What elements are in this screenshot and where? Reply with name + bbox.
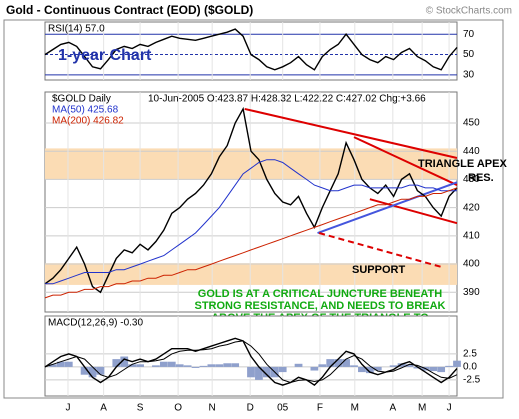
histogram-bar (136, 364, 144, 367)
histogram-bar (445, 365, 453, 367)
series-line (44, 187, 458, 299)
trendline (317, 181, 458, 234)
x-tick-label: 05 (277, 403, 289, 414)
histogram-bar (223, 363, 232, 367)
y-tick-label: 30 (463, 70, 475, 81)
panel (44, 21, 458, 81)
y-tick-label: -2.5 (463, 375, 481, 386)
histogram-bar (326, 359, 335, 367)
chart-title: Gold - Continuous Contract (EOD) ($GOLD) (6, 3, 253, 17)
histogram-bar (262, 366, 271, 378)
annotation: SUPPORT (352, 264, 405, 276)
annotation: RES. (468, 172, 494, 184)
annotation: 1-year Chart (58, 47, 152, 64)
series-line (44, 106, 458, 294)
trendline (369, 198, 458, 225)
y-tick-label: 430 (463, 174, 480, 185)
legend-label: MA(50) 425.68 (52, 105, 119, 116)
histogram-bar (199, 365, 208, 367)
histogram-bar (453, 360, 461, 367)
x-tick-label: F (317, 403, 323, 414)
y-tick-label: 50 (463, 49, 475, 60)
histogram-bar (207, 364, 216, 367)
histogram-bar (350, 365, 358, 367)
y-tick-label: 410 (463, 230, 480, 241)
x-tick-label: A (100, 403, 107, 414)
histogram-bar (389, 365, 398, 367)
histogram-bar (159, 361, 168, 367)
trendline (318, 232, 442, 268)
band (45, 148, 457, 180)
histogram-bar (49, 364, 57, 367)
y-tick-label: 2.5 (463, 349, 477, 360)
series-line (44, 337, 458, 386)
legend-label: MACD(12,26,9) -0.30 (48, 318, 143, 329)
y-tick-label: 70 (463, 29, 475, 40)
y-tick-label: 390 (463, 287, 480, 298)
subtitle: 10-Jun-2005 O:423.87 H:428.32 L:422.22 C… (148, 94, 426, 105)
histogram-bar (310, 366, 319, 371)
histogram-bar (96, 366, 105, 375)
band (45, 263, 457, 285)
y-tick-label: 400 (463, 259, 480, 270)
histogram-bar (365, 366, 374, 374)
histogram-bar (318, 364, 327, 367)
x-tick-label: D (247, 403, 254, 414)
y-tick-label: 440 (463, 146, 480, 157)
histogram-bar (342, 359, 350, 367)
x-tick-label: N (209, 403, 216, 414)
series-line (45, 159, 457, 285)
histogram-bar (215, 364, 224, 367)
histogram-bar (405, 364, 414, 367)
histogram-bar (247, 366, 255, 378)
series-line (44, 340, 458, 384)
histogram-bar (167, 361, 176, 367)
annotation: GOLD IS AT A CRITICAL JUNCTURE BENEATH (198, 288, 443, 300)
histogram-bar (358, 366, 366, 373)
legend-label: $GOLD Daily (52, 94, 111, 105)
histogram-bar (56, 361, 65, 367)
annotation: STRONG RESISTANCE, AND NEEDS TO BREAK (195, 300, 446, 312)
histogram-bar (80, 366, 89, 375)
histogram-bar (373, 366, 382, 371)
legend-label: RSI(14) 57.0 (48, 24, 105, 35)
histogram-bar (88, 366, 97, 378)
histogram-bar (437, 366, 446, 373)
histogram-bar (152, 365, 160, 367)
annotation: TRIANGLE APEX (418, 158, 507, 170)
histogram-bar (278, 366, 287, 373)
histogram-bar (231, 363, 240, 367)
histogram-bar (64, 361, 73, 367)
y-tick-label: 420 (463, 202, 480, 213)
histogram-bar (191, 366, 200, 368)
y-tick-label: 450 (463, 118, 480, 129)
x-tick-label: J (447, 403, 452, 414)
histogram-bar (175, 364, 184, 367)
legend-label: MA(200) 426.82 (52, 116, 124, 127)
x-tick-label: A (389, 403, 396, 414)
y-tick-label: 0.0 (463, 362, 477, 373)
histogram-bar (334, 359, 343, 367)
x-tick-label: M (351, 403, 359, 414)
x-tick-label: J (65, 403, 70, 414)
x-tick-label: O (174, 403, 182, 414)
histogram-bar (294, 363, 303, 367)
histogram-bar (128, 364, 137, 367)
histogram-bar (183, 365, 192, 367)
x-tick-label: S (137, 403, 144, 414)
histogram-bar (255, 366, 263, 380)
trendline (353, 136, 458, 186)
x-tick-label: M (418, 403, 426, 414)
histogram-bar (112, 359, 121, 367)
watermark: © StockCharts.com (426, 6, 512, 17)
histogram-bar (429, 366, 438, 372)
series-line (44, 28, 458, 71)
histogram-bar (120, 356, 129, 367)
trendline (244, 107, 458, 159)
